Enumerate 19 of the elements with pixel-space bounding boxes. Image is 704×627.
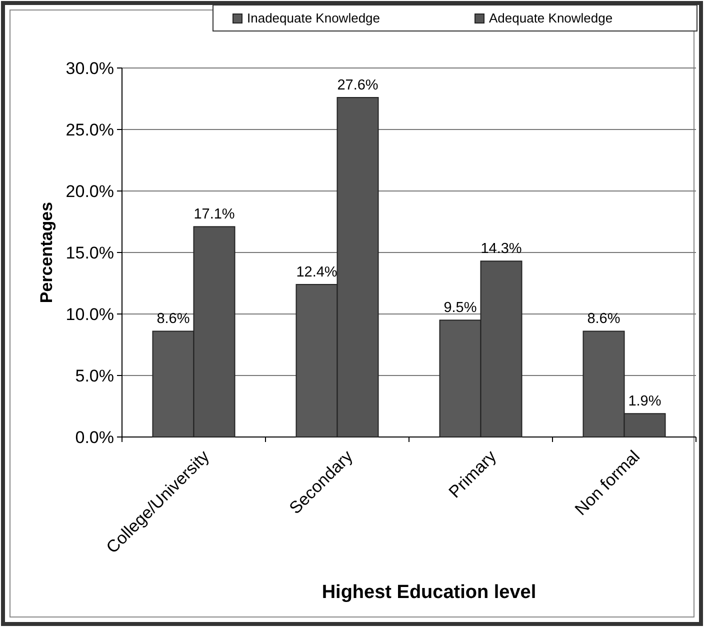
- y-tick-label: 0.0%: [75, 428, 114, 447]
- data-label: 1.9%: [628, 394, 662, 410]
- data-label: 8.6%: [587, 311, 620, 328]
- y-tick-label: 30.0%: [66, 58, 114, 78]
- y-tick-label: 10.0%: [66, 304, 114, 324]
- data-label: 12.4%: [296, 264, 338, 280]
- legend-label: Adequate Knowledge: [489, 10, 613, 26]
- data-label: 27.6%: [337, 78, 378, 94]
- y-tick-label: 25.0%: [66, 120, 114, 140]
- y-tick-label: 20.0%: [66, 182, 114, 201]
- data-label: 14.3%: [480, 241, 522, 258]
- y-tick-label: 15.0%: [66, 243, 114, 262]
- y-axis-title: Percentages: [37, 202, 56, 304]
- data-label: 8.6%: [156, 311, 190, 328]
- data-label: 9.5%: [444, 300, 477, 316]
- x-axis-title: Highest Education level: [322, 582, 536, 603]
- data-label: 17.1%: [194, 206, 235, 223]
- legend-label: Inadequate Knowledge: [247, 10, 380, 26]
- y-tick-label: 5.0%: [75, 366, 114, 386]
